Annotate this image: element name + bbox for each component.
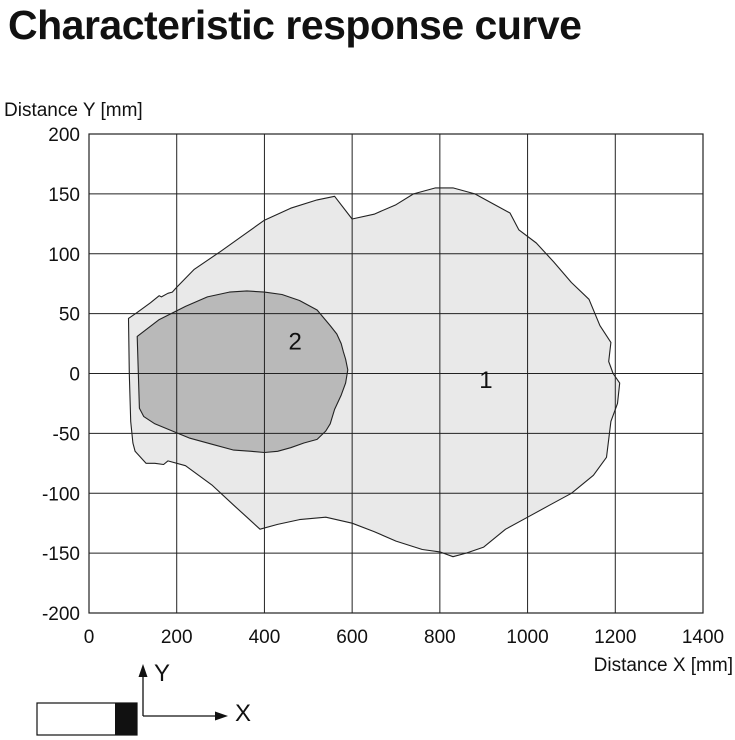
chart-title: Characteristic response curve — [8, 2, 582, 48]
y-axis-label: Distance Y [mm] — [4, 100, 143, 121]
plot-frame — [88, 133, 704, 614]
sensor-diagram: Y X — [36, 660, 251, 736]
region-2 — [136, 290, 349, 454]
sensor-x-label: X — [235, 700, 251, 727]
x-tick-label: 1000 — [506, 627, 548, 648]
x-tick-label: 1400 — [682, 627, 724, 648]
x-tick-label: 200 — [161, 627, 193, 648]
y-tick-label: 150 — [48, 185, 80, 206]
grid-layer — [88, 133, 704, 614]
region-label-2: 2 — [288, 329, 301, 356]
area-layer — [127, 187, 621, 558]
y-tick-label: 0 — [69, 365, 80, 386]
x-tick-label: 400 — [249, 627, 281, 648]
sensor-x-arrowhead — [215, 711, 228, 721]
y-tick-label: -150 — [42, 544, 80, 565]
sensor-face — [115, 703, 137, 735]
x-tick-label: 800 — [424, 627, 456, 648]
y-tick-label: 50 — [59, 305, 80, 326]
sensor-y-label: Y — [154, 660, 170, 687]
y-tick-label: -100 — [42, 484, 80, 505]
x-tick-label: 1200 — [594, 627, 636, 648]
region-1 — [127, 187, 621, 558]
y-tick-label: 100 — [48, 245, 80, 266]
region-label-1: 1 — [479, 367, 492, 394]
label-layer: 12 — [288, 329, 492, 394]
tick-layer: 0 200 400 600 800 1000 1200 1400 200 150 100 50 0 -50… — [42, 125, 724, 648]
x-axis-label: Distance X [mm] — [594, 655, 733, 676]
sensor-y-arrowhead — [138, 664, 148, 677]
y-tick-label: -200 — [42, 604, 80, 625]
y-tick-label: -50 — [53, 424, 80, 445]
y-tick-label: 200 — [48, 125, 80, 146]
x-tick-label: 0 — [84, 627, 95, 648]
x-tick-label: 600 — [336, 627, 368, 648]
